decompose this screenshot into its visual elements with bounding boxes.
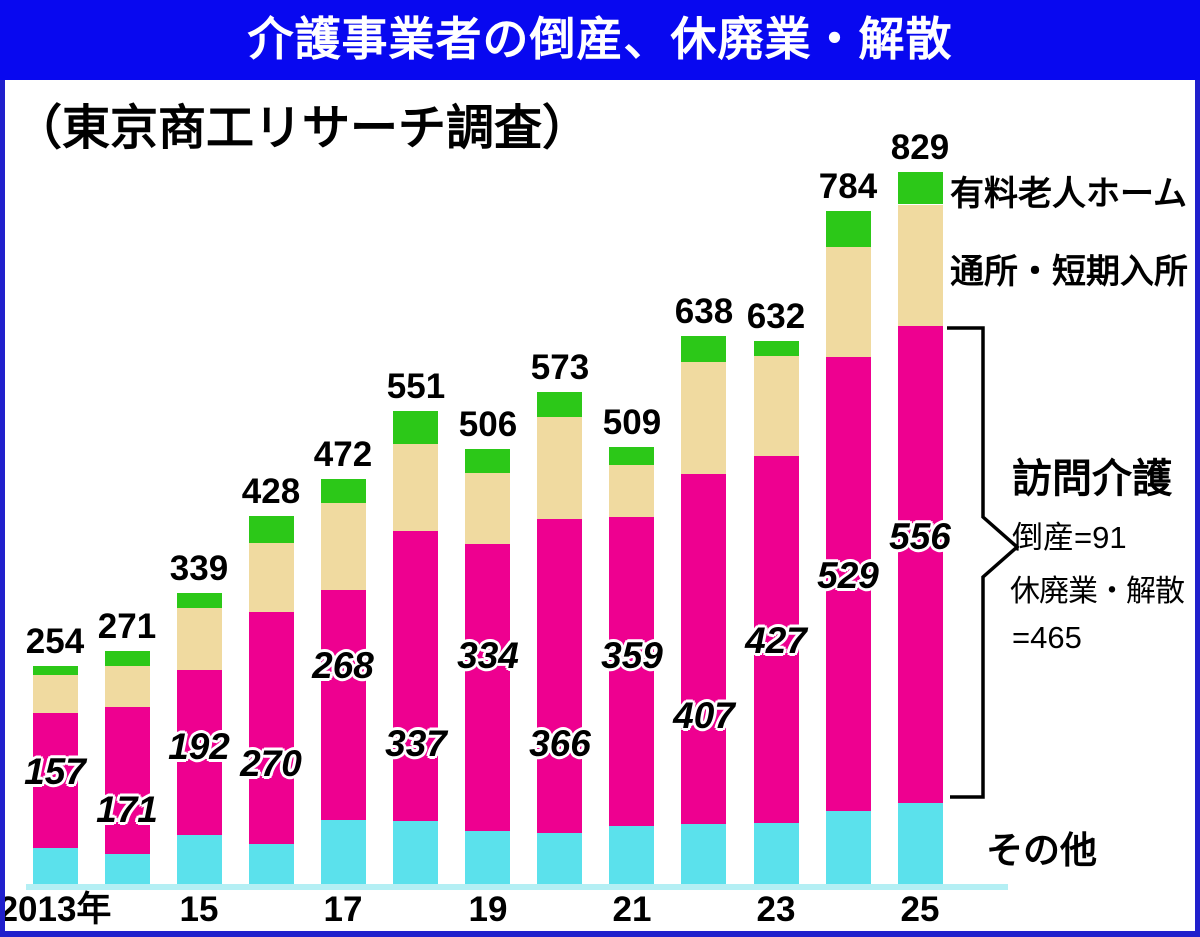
bar-homecare-value-2013: 157 [24,751,86,792]
bar-segment-homecare-2024 [825,356,871,811]
bar-segment-others-2024 [825,811,871,884]
bar-total-label-2021: 509 [602,403,662,442]
bar-total-label-2019: 506 [458,405,518,444]
bar-segment-homecare-2021 [609,517,655,826]
bar-segment-daycare-2018 [393,444,438,531]
annotation-homon-title: 訪問介護 [1012,457,1172,501]
annotation-homon-bankruptcy: 倒産=91 [1012,520,1127,555]
bar-total-label-2022: 638 [674,292,734,331]
bar-segment-paid_home-2019 [465,449,511,474]
bar-total-label-2015: 339 [169,549,229,588]
bar-segment-daycare-2015 [176,608,222,671]
bar-segment-homecare-2015 [176,670,222,835]
bar-segment-homecare-2022 [681,474,727,824]
bar-segment-others-2016 [248,843,294,884]
bar-total-label-2024: 784 [818,167,878,206]
annotation-homon-closure-value: =465 [1012,620,1082,655]
bar-segment-daycare-2021 [609,464,655,518]
bar-segment-others-2015 [176,835,222,884]
bar-total-label-2018: 551 [386,367,446,406]
bar-segment-others-2025 [897,803,943,884]
homon-kaigo-bracket [947,326,1020,799]
bar-segment-daycare-2024 [825,246,871,357]
bar-homecare-value-2018: 337 [385,723,447,764]
bar-total-label-2020: 573 [530,348,590,387]
bar-segment-daycare-2014 [104,665,150,707]
bar-segment-homecare-2020 [537,518,583,834]
bar-segment-paid_home-2014 [104,651,150,666]
bar-segment-paid_home-2018 [393,410,438,445]
bar-segment-others-2019 [465,830,511,884]
bar-segment-homecare-2014 [104,707,150,854]
bar-homecare-value-2024: 529 [817,555,879,596]
bar-homecare-value-2019: 334 [457,635,519,676]
bar-segment-homecare-2018 [393,531,438,821]
bar-segment-others-2017 [320,820,366,884]
bar-segment-paid_home-2021 [609,446,655,465]
bar-segment-daycare-2016 [248,543,294,612]
page-title: 介護事業者の倒産、休廃業・解散 [247,13,953,65]
bar-segment-daycare-2020 [537,416,583,519]
bar-total-label-2023: 632 [746,297,806,336]
bar-segment-others-2013 [32,847,78,884]
bar-segment-paid_home-2013 [32,665,78,676]
bar-total-label-2016: 428 [241,472,301,511]
bar-total-label-2014: 271 [97,607,157,646]
bar-segment-homecare-2025 [897,325,943,804]
x-axis-tick-label-2017: 17 [323,890,363,929]
bar-segment-homecare-2013 [32,713,78,848]
bar-segment-daycare-2023 [753,355,799,457]
bar-segment-homecare-2023 [753,456,799,823]
bar-segment-daycare-2017 [320,502,366,591]
bar-segment-daycare-2022 [681,361,727,475]
bar-segment-paid_home-2017 [320,478,366,503]
bar-segment-paid_home-2025 [897,171,943,205]
bar-segment-homecare-2019 [465,543,511,831]
legend-label-daycare: 通所・短期入所 [950,253,1188,291]
bar-segment-daycare-2013 [32,675,78,714]
x-axis-tick-label-2021: 21 [612,890,652,929]
x-axis-tick-label-2013: 2013年 [0,890,112,929]
bar-homecare-value-2023: 427 [745,620,807,661]
bar-homecare-value-2021: 359 [601,635,663,676]
legend-label-paid-home: 有料老人ホーム [950,175,1187,213]
bar-segment-daycare-2025 [897,204,943,326]
x-axis-tick-label-2025: 25 [900,890,940,929]
bar-segment-others-2023 [753,823,799,884]
title-bar: 介護事業者の倒産、休廃業・解散 [0,0,1200,80]
bar-segment-others-2014 [104,853,150,884]
x-axis-tick-label-2015: 15 [179,890,219,929]
bar-segment-paid_home-2023 [753,341,799,356]
bar-homecare-value-2022: 407 [673,695,735,736]
bar-homecare-value-2014: 171 [96,789,158,830]
bar-total-label-2013: 254 [25,622,85,661]
bar-total-label-2017: 472 [313,435,373,474]
bar-homecare-value-2016: 270 [240,743,302,784]
bar-segment-others-2020 [537,833,583,884]
source-note: （東京商工リサーチ調査） [14,102,591,155]
bar-segment-paid_home-2015 [176,592,222,609]
x-axis-tick-label-2019: 19 [468,890,508,929]
bar-segment-paid_home-2022 [681,336,727,362]
annotation-homon-closure: 休廃業・解散 [1010,575,1185,608]
x-axis-tick-label-2023: 23 [756,890,796,929]
bar-segment-paid_home-2016 [248,516,294,543]
bar-segment-others-2022 [681,823,727,884]
bar-segment-others-2018 [393,820,438,884]
bar-segment-homecare-2016 [248,611,294,844]
bar-homecare-value-2015: 192 [168,726,230,767]
bar-segment-others-2021 [609,825,655,884]
x-axis-line [26,884,1008,890]
bar-homecare-value-2017: 268 [312,645,374,686]
bar-segment-paid_home-2020 [537,391,583,417]
bar-homecare-value-2020: 366 [529,723,591,764]
bar-segment-paid_home-2024 [825,210,871,247]
legend-label-others: その他 [986,830,1097,871]
bar-homecare-value-2025: 556 [889,516,951,557]
bar-segment-homecare-2017 [320,590,366,821]
bar-segment-daycare-2019 [465,473,511,544]
bar-total-label-2025: 829 [890,128,950,167]
